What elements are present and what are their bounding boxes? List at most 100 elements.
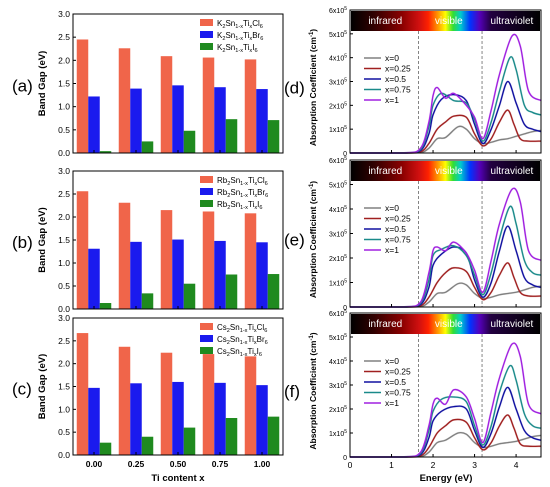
panel-label: (d) <box>284 79 305 98</box>
line-panel: infrared visible ultraviolet 0 1x105 2x105 3x1… <box>284 6 542 158</box>
bar <box>76 39 89 153</box>
series-halo <box>349 282 542 309</box>
y-tick-label: 4x105 <box>329 54 347 63</box>
y-tick-label: 3x105 <box>329 381 347 390</box>
legend-label: x=0.25 <box>385 64 411 74</box>
band-label-infrared: infrared <box>368 16 402 27</box>
legend-label: x=0.5 <box>385 224 406 234</box>
legend: x=0x=0.25x=0.5x=0.75x=1 <box>364 53 411 105</box>
plot-frame <box>349 312 542 458</box>
panel-label: (b) <box>12 233 33 252</box>
series-line <box>349 364 542 458</box>
series-halo <box>349 431 542 459</box>
y-tick-label: 2.0 <box>58 55 70 65</box>
bar <box>130 383 142 455</box>
y-axis-label: Band Gap (eV) <box>37 51 48 116</box>
y-tick-label: 0.5 <box>58 281 70 291</box>
series-line <box>349 262 542 308</box>
bar <box>202 57 215 154</box>
y-tick-label: 0.0 <box>58 148 70 158</box>
legend-swatch <box>200 43 213 50</box>
y-tick-label: 3.0 <box>58 313 70 323</box>
bar-panel: 0.0 0.5 1.0 1.5 2.0 2.5 3.0 0.00 0.25 0.50 0.75 1.0… <box>12 313 284 469</box>
spectrum-band <box>351 11 540 31</box>
bar <box>172 239 184 309</box>
legend-label: Cs2Sn1-xTixBr6 <box>217 335 268 346</box>
y-tick-label: 1.5 <box>58 235 70 245</box>
series-line <box>349 386 542 458</box>
legend-label: x=0.25 <box>385 367 411 377</box>
y-tick-label: 0.5 <box>58 125 70 135</box>
series-line <box>350 109 542 154</box>
bar <box>267 120 280 153</box>
bar <box>172 85 184 153</box>
legend-swatch <box>200 188 213 195</box>
series-line <box>350 56 542 154</box>
bar <box>130 241 142 309</box>
y-tick-label: 0 <box>343 151 347 158</box>
spectrum-band <box>351 314 540 334</box>
bar <box>214 382 226 455</box>
bar <box>202 211 215 309</box>
y-tick-label: 0.0 <box>58 450 70 460</box>
bar <box>267 274 280 309</box>
series-line <box>349 225 542 308</box>
x-tick-label: 1 <box>389 460 394 470</box>
band-label-visible: visible <box>435 166 463 177</box>
series-line <box>349 431 542 458</box>
bar <box>99 151 112 153</box>
y-tick-label: 4x105 <box>329 205 347 214</box>
bar <box>99 303 112 309</box>
x-tick-label: 0.25 <box>128 459 145 469</box>
series-line <box>349 187 542 308</box>
bar-chart-column: 0.0 0.5 1.0 1.5 2.0 2.5 3.0 Band Gap (eV) (a) K2S… <box>12 9 284 484</box>
series-line <box>350 125 542 154</box>
bar <box>225 274 238 309</box>
y-axis-label: Band Gap (eV) <box>37 354 48 419</box>
panel-label: (a) <box>12 77 33 96</box>
bar <box>183 130 196 153</box>
bar <box>76 191 89 309</box>
legend-label: K2Sn1-xTixCl6 <box>217 19 263 30</box>
bar <box>172 381 184 455</box>
y-tick-label: 4x105 <box>329 357 347 366</box>
bar <box>118 48 131 153</box>
bar-panel: 0.0 0.5 1.0 1.5 2.0 2.5 3.0 Band Gap (eV) (b) Rb2… <box>12 166 284 314</box>
y-axis-label: Absorption Coefficient (cm-1) <box>308 332 318 449</box>
series-line <box>350 33 542 154</box>
y-axis-label: Absorption Coefficient (cm-1) <box>308 181 318 298</box>
series-halo <box>350 125 542 154</box>
panel-label: (e) <box>284 231 305 250</box>
bar <box>118 202 131 309</box>
y-tick-label: 5x105 <box>329 181 347 190</box>
series-halo <box>349 414 542 459</box>
bar <box>88 96 100 153</box>
band-label-ultraviolet: ultraviolet <box>491 16 534 27</box>
legend-label: Rb2Sn1-xTixI6 <box>217 200 262 211</box>
bar <box>214 240 226 309</box>
series-line <box>349 342 542 458</box>
band-label-infrared: infrared <box>368 166 402 177</box>
bar <box>141 141 154 153</box>
bar <box>88 387 100 455</box>
band-label-visible: visible <box>435 319 463 330</box>
y-tick-label: 6x105 <box>329 309 347 318</box>
bar <box>244 356 257 455</box>
series-halo <box>350 109 542 154</box>
y-tick-label: 3x105 <box>329 78 347 87</box>
legend-label: x=0.5 <box>385 74 406 84</box>
y-tick-label: 3.0 <box>58 166 70 176</box>
legend-label: x=0.75 <box>385 85 411 95</box>
series-halo <box>349 364 542 459</box>
bar <box>225 119 238 153</box>
y-tick-label: 2.5 <box>58 32 70 42</box>
line-panel: infrared visible ultraviolet 0 1x105 2x105 3x1… <box>284 156 542 312</box>
bar-panel: 0.0 0.5 1.0 1.5 2.0 2.5 3.0 Band Gap (eV) (a) K2S… <box>12 9 284 158</box>
legend-label: x=0.75 <box>385 388 411 398</box>
y-tick-label: 2x105 <box>329 254 347 263</box>
legend-label: x=1 <box>385 95 399 105</box>
legend-label: x=0.5 <box>385 377 406 387</box>
bar <box>160 352 173 455</box>
legend-label: Cs2Sn1-xTixCl6 <box>217 323 267 334</box>
